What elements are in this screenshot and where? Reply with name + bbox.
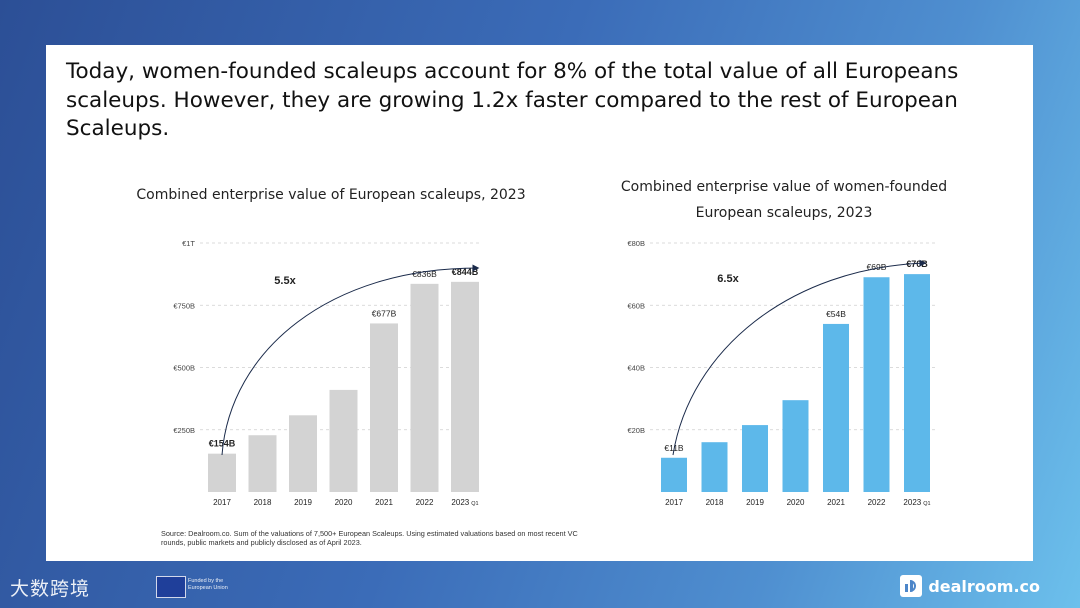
right-ytick-label: €80B bbox=[627, 239, 645, 248]
left-bar-2020 bbox=[329, 389, 358, 492]
left-ytick-label: €250B bbox=[173, 426, 195, 435]
left-xtick-label: 2022 bbox=[416, 498, 434, 507]
right-xtick-label: 2022 bbox=[868, 498, 886, 507]
right-bar-2022 bbox=[863, 277, 890, 492]
left-xtick-label: 2021 bbox=[375, 498, 393, 507]
right-data-label: €69B bbox=[867, 262, 887, 272]
right-bar-2020 bbox=[782, 400, 809, 492]
right-ytick-label: €60B bbox=[627, 301, 645, 310]
left-bar-2023 bbox=[451, 281, 479, 492]
left-data-label: €836B bbox=[412, 269, 437, 279]
left-chart-title: Combined enterprise value of European sc… bbox=[136, 187, 526, 203]
watermark-logo: 大数跨境 bbox=[10, 578, 91, 600]
left-bar-2018 bbox=[248, 435, 277, 492]
eu-funding-text: Funded by the European Union bbox=[188, 578, 228, 591]
left-growth-arrow bbox=[221, 264, 480, 456]
source-note: Source: Dealroom.co. Sum of the valuatio… bbox=[161, 529, 578, 547]
left-bar-2022 bbox=[410, 283, 439, 492]
left-bar-2019 bbox=[289, 415, 317, 492]
right-xtick-label: 2018 bbox=[706, 498, 724, 507]
right-bar-2021 bbox=[823, 323, 849, 492]
right-xtick-label: 2020 bbox=[787, 498, 805, 507]
right-bar-2018 bbox=[701, 442, 728, 492]
right-bar-2023 bbox=[904, 274, 930, 492]
left-bar-2017 bbox=[208, 453, 236, 492]
left-xtick-label: 2019 bbox=[294, 498, 312, 507]
dealroom-icon bbox=[900, 575, 923, 597]
dealroom-logo: dealroom.co bbox=[900, 574, 1040, 598]
left-ytick-label: €1T bbox=[182, 239, 195, 248]
left-xtick-label: 2020 bbox=[335, 498, 353, 507]
right-growth-arrow bbox=[672, 259, 927, 456]
left-xtick-label: 2018 bbox=[254, 498, 272, 507]
left-data-label: €677B bbox=[372, 308, 397, 318]
left-xtick-label: 2017 bbox=[213, 498, 231, 507]
left-bar-2021 bbox=[370, 323, 398, 492]
right-ytick-label: €20B bbox=[627, 426, 645, 435]
right-bar-2017 bbox=[661, 457, 687, 492]
right-data-label: €70B bbox=[906, 259, 928, 269]
right-ytick-label: €40B bbox=[627, 364, 645, 373]
right-chart-title: Combined enterprise value of women-found… bbox=[620, 179, 948, 221]
right-growth-annotation: 6.5x bbox=[717, 273, 739, 285]
left-ytick-label: €500B bbox=[173, 364, 195, 373]
right-xtick-label: 2021 bbox=[827, 498, 845, 507]
right-xtick-label: 2019 bbox=[746, 498, 764, 507]
left-growth-annotation: 5.5x bbox=[274, 275, 296, 287]
right-xtick-label: 2023 Q1 bbox=[903, 498, 930, 507]
eu-flag-icon bbox=[156, 576, 186, 598]
right-bar-2019 bbox=[742, 425, 768, 492]
left-xtick-label: 2023 Q1 bbox=[451, 498, 478, 507]
left-data-label: €844B bbox=[452, 267, 479, 277]
left-data-label: €154B bbox=[209, 439, 236, 449]
left-ytick-label: €750B bbox=[173, 301, 195, 310]
dealroom-brand: dealroom.co bbox=[928, 576, 1040, 596]
headline: Today, women-founded scaleups account fo… bbox=[66, 59, 959, 141]
right-data-label: €54B bbox=[826, 309, 846, 319]
right-xtick-label: 2017 bbox=[665, 498, 683, 507]
